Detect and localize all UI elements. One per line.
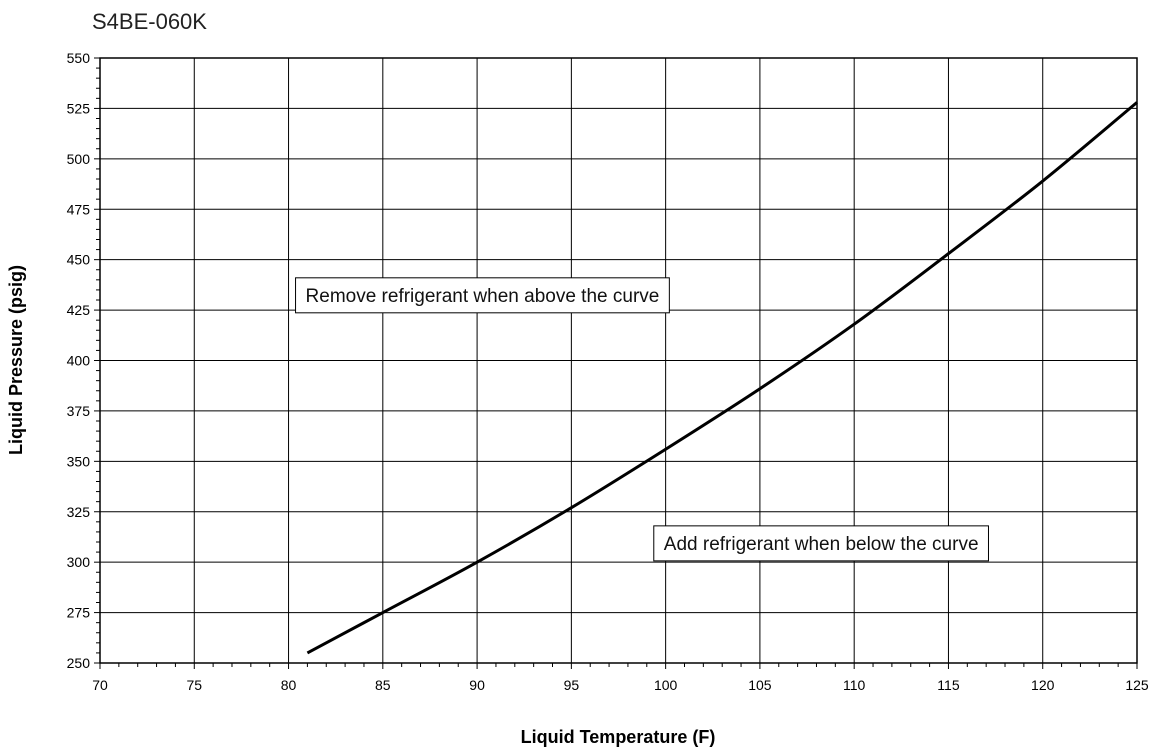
annotation-text: Remove refrigerant when above the curve bbox=[306, 286, 660, 307]
y-tick-label: 400 bbox=[67, 353, 91, 369]
y-tick-label: 375 bbox=[67, 403, 91, 419]
x-tick-label: 95 bbox=[564, 677, 580, 693]
axis-ticks bbox=[94, 57, 1138, 669]
y-tick-label: 500 bbox=[67, 151, 91, 167]
y-tick-label: 250 bbox=[67, 655, 91, 671]
y-tick-label: 475 bbox=[67, 201, 91, 217]
grid bbox=[99, 57, 1138, 664]
x-tick-label: 70 bbox=[92, 677, 108, 693]
x-tick-label: 125 bbox=[1125, 677, 1149, 693]
series-layer bbox=[306, 101, 1138, 655]
plot-area-border bbox=[99, 57, 1138, 664]
x-tick-label: 80 bbox=[281, 677, 297, 693]
x-axis-label: Liquid Temperature (F) bbox=[521, 727, 716, 747]
x-tick-label: 90 bbox=[469, 677, 485, 693]
x-tick-label: 100 bbox=[654, 677, 678, 693]
y-axis-label: Liquid Pressure (psig) bbox=[6, 265, 26, 455]
x-tick-label: 75 bbox=[186, 677, 202, 693]
annotation-1: Remove refrigerant when above the curve bbox=[295, 277, 670, 314]
chart-title: S4BE-060K bbox=[92, 9, 207, 34]
pressure-curve bbox=[306, 101, 1138, 655]
annotation-box bbox=[295, 277, 670, 314]
annotation-text: Add refrigerant when below the curve bbox=[664, 534, 979, 555]
annotation-2: Add refrigerant when below the curve bbox=[653, 525, 989, 562]
y-tick-label: 325 bbox=[67, 504, 91, 520]
y-tick-label: 300 bbox=[67, 554, 91, 570]
y-tick-label: 525 bbox=[67, 100, 91, 116]
x-tick-label: 105 bbox=[748, 677, 772, 693]
y-tick-label: 350 bbox=[67, 453, 91, 469]
y-tick-label: 450 bbox=[67, 252, 91, 268]
annotations: Remove refrigerant when above the curve A… bbox=[295, 277, 989, 562]
y-tick-label: 550 bbox=[67, 50, 91, 66]
annotation-box bbox=[653, 525, 989, 562]
x-tick-label: 115 bbox=[937, 677, 960, 693]
x-tick-label: 110 bbox=[843, 677, 866, 693]
y-tick-label: 425 bbox=[67, 302, 91, 318]
x-tick-labels: 70 75 80 85 90 95 100 105 110 115 120 125 bbox=[92, 677, 1149, 693]
y-tick-labels: 250 275 300 325 350 375 400 425 450 475 500 525 550 bbox=[67, 50, 91, 671]
x-tick-label: 120 bbox=[1031, 677, 1055, 693]
x-tick-label: 85 bbox=[375, 677, 391, 693]
y-tick-label: 275 bbox=[67, 605, 91, 621]
